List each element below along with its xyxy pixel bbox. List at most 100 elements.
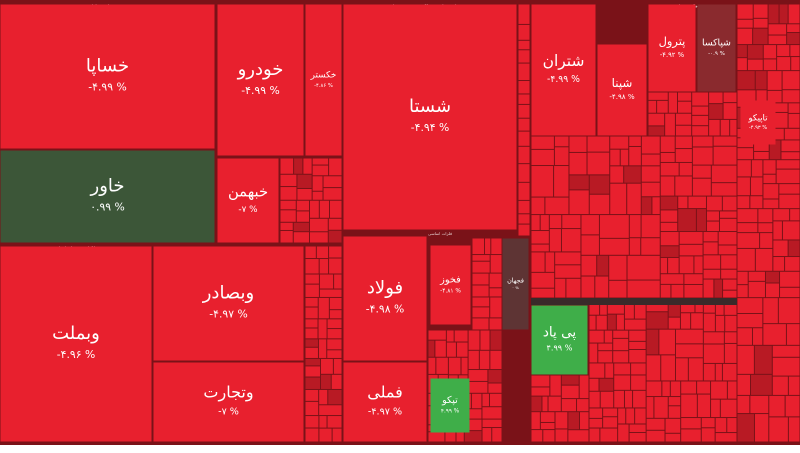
small-tile (305, 347, 318, 358)
small-tile (778, 298, 800, 324)
small-tile (595, 276, 609, 298)
tile (648, 4, 696, 92)
tile-label: خودرو (237, 59, 284, 80)
small-tile (703, 255, 721, 269)
small-tile (722, 196, 737, 211)
small-tile (785, 257, 800, 271)
small-tile (646, 329, 659, 355)
small-tile (678, 196, 688, 209)
small-tile (280, 222, 293, 230)
small-tile (677, 101, 692, 113)
small-tile (589, 428, 600, 442)
tile-value: -۷ % (218, 407, 239, 418)
small-tile (589, 391, 600, 408)
small-tile (589, 378, 599, 391)
small-tile (581, 255, 597, 276)
small-tile (784, 128, 800, 140)
small-tile (782, 71, 800, 90)
small-tile (641, 166, 660, 182)
small-tile (604, 330, 613, 343)
tile-value: -۴.۹۴ % (411, 121, 449, 134)
small-tile (319, 405, 342, 416)
tile-label: خبهمن (228, 183, 268, 200)
small-tile (721, 269, 737, 279)
small-tile (662, 381, 670, 397)
small-tile (773, 240, 788, 257)
small-tile (737, 177, 750, 196)
tile (0, 246, 152, 442)
small-tile (548, 396, 561, 412)
small-tile (327, 416, 342, 428)
tile-value: -۴.۹۸ % (609, 92, 635, 101)
tile (153, 246, 304, 361)
small-tile (769, 128, 784, 140)
small-tile (580, 412, 589, 430)
small-tile (709, 92, 723, 104)
small-tile (480, 330, 490, 350)
small-tile (737, 345, 754, 374)
small-tile (755, 248, 773, 271)
small-tile (721, 255, 737, 269)
small-tile (706, 211, 719, 221)
small-tile (614, 390, 624, 408)
small-tile (489, 273, 502, 288)
small-tile (555, 429, 568, 442)
small-tile (779, 4, 788, 24)
small-tile (561, 375, 579, 385)
sector-header: فلزات اساسی (428, 231, 452, 236)
small-tile (312, 176, 323, 191)
small-tile (680, 300, 695, 313)
small-tile (531, 288, 555, 298)
small-tile (464, 409, 482, 419)
small-tile (765, 271, 780, 283)
small-tile (703, 344, 724, 363)
tile (343, 4, 517, 230)
small-tile (627, 255, 660, 280)
small-tile (531, 231, 549, 244)
tile-label: وتجارت (203, 383, 253, 403)
small-tile (760, 233, 773, 248)
small-tile (589, 330, 604, 343)
small-tile (737, 233, 760, 248)
small-tile (711, 183, 737, 196)
small-tile (488, 370, 502, 383)
small-tile (598, 351, 613, 363)
small-tile (312, 191, 323, 200)
small-tile (706, 196, 722, 211)
small-tile (668, 406, 681, 418)
small-tile (568, 412, 580, 430)
small-tile (589, 315, 596, 330)
small-tile (641, 136, 660, 154)
small-tile (657, 100, 668, 113)
small-tile (711, 399, 720, 418)
small-tile (660, 196, 678, 210)
small-tile (305, 307, 318, 319)
small-tile (692, 178, 711, 196)
small-tile (561, 399, 577, 412)
small-tile (446, 330, 454, 342)
small-tile (660, 257, 668, 274)
tile (531, 305, 588, 375)
small-tile (697, 394, 711, 418)
small-tile (464, 419, 482, 431)
small-tile (569, 136, 587, 152)
small-tile (542, 396, 548, 412)
tile-label: فملی (367, 383, 403, 402)
small-tile (719, 218, 737, 232)
small-tile (482, 393, 489, 407)
small-tile (718, 245, 737, 255)
small-tile (752, 328, 763, 345)
small-tile (609, 280, 627, 298)
tile-value: -۷ % (238, 205, 257, 215)
small-tile (518, 131, 530, 146)
small-tile (629, 238, 641, 255)
small-tile (661, 355, 675, 381)
small-tile (603, 417, 618, 428)
small-tile (472, 261, 490, 273)
small-tile (773, 209, 790, 221)
tile-label: وبصادر (202, 283, 255, 304)
tile-label: شپاکسا (702, 37, 731, 48)
small-tile (312, 158, 329, 165)
tile (217, 158, 279, 243)
small-tile (737, 313, 763, 328)
